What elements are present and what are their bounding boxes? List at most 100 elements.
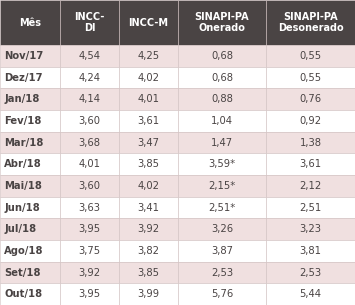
Text: 4,24: 4,24 bbox=[79, 73, 100, 83]
Text: INCC-M: INCC-M bbox=[128, 18, 168, 27]
Text: INCC-
DI: INCC- DI bbox=[75, 12, 105, 33]
Bar bbox=[60, 283, 119, 305]
Bar bbox=[178, 262, 266, 283]
Bar bbox=[119, 218, 178, 240]
Bar bbox=[60, 110, 119, 132]
Text: Dez/17: Dez/17 bbox=[4, 73, 43, 83]
Text: 1,04: 1,04 bbox=[211, 116, 233, 126]
Bar bbox=[266, 283, 355, 305]
Text: 3,63: 3,63 bbox=[79, 203, 100, 213]
Text: 3,75: 3,75 bbox=[78, 246, 101, 256]
Bar bbox=[60, 262, 119, 283]
Bar bbox=[0, 88, 60, 110]
Text: 3,59*: 3,59* bbox=[208, 159, 235, 169]
Bar bbox=[119, 88, 178, 110]
Bar bbox=[119, 240, 178, 262]
Bar bbox=[0, 153, 60, 175]
Text: 0,55: 0,55 bbox=[300, 73, 322, 83]
Text: Out/18: Out/18 bbox=[4, 289, 42, 299]
Text: 3,61: 3,61 bbox=[137, 116, 159, 126]
Text: 2,51: 2,51 bbox=[300, 203, 322, 213]
Bar bbox=[266, 218, 355, 240]
Bar bbox=[0, 240, 60, 262]
Text: 3,85: 3,85 bbox=[137, 159, 159, 169]
Text: 2,53: 2,53 bbox=[211, 267, 233, 278]
Bar bbox=[266, 110, 355, 132]
Bar bbox=[178, 110, 266, 132]
Bar bbox=[178, 175, 266, 197]
Text: Abr/18: Abr/18 bbox=[4, 159, 42, 169]
Bar bbox=[0, 283, 60, 305]
Text: 3,87: 3,87 bbox=[211, 246, 233, 256]
Text: 1,38: 1,38 bbox=[300, 138, 322, 148]
Text: 3,60: 3,60 bbox=[79, 181, 100, 191]
Text: 2,51*: 2,51* bbox=[208, 203, 235, 213]
Bar bbox=[178, 132, 266, 153]
Bar bbox=[178, 67, 266, 88]
Text: SINAPI-PA
Desonerado: SINAPI-PA Desonerado bbox=[278, 12, 343, 33]
Bar bbox=[266, 132, 355, 153]
Text: SINAPI-PA
Onerado: SINAPI-PA Onerado bbox=[195, 12, 249, 33]
Text: 3,41: 3,41 bbox=[137, 203, 159, 213]
Text: 3,68: 3,68 bbox=[79, 138, 100, 148]
Bar bbox=[266, 0, 355, 45]
Bar bbox=[119, 197, 178, 218]
Text: 3,81: 3,81 bbox=[300, 246, 322, 256]
Bar bbox=[0, 132, 60, 153]
Text: 3,23: 3,23 bbox=[300, 224, 322, 234]
Bar bbox=[60, 197, 119, 218]
Text: 0,88: 0,88 bbox=[211, 94, 233, 104]
Bar bbox=[178, 0, 266, 45]
Text: Ago/18: Ago/18 bbox=[4, 246, 44, 256]
Text: Jun/18: Jun/18 bbox=[4, 203, 40, 213]
Text: 4,02: 4,02 bbox=[137, 73, 159, 83]
Text: Mai/18: Mai/18 bbox=[4, 181, 42, 191]
Bar bbox=[60, 132, 119, 153]
Text: 4,25: 4,25 bbox=[137, 51, 159, 61]
Bar bbox=[0, 0, 60, 45]
Text: 3,95: 3,95 bbox=[78, 289, 101, 299]
Bar bbox=[0, 45, 60, 67]
Bar bbox=[60, 175, 119, 197]
Bar bbox=[178, 88, 266, 110]
Bar bbox=[60, 88, 119, 110]
Bar bbox=[119, 67, 178, 88]
Bar bbox=[0, 197, 60, 218]
Text: 3,47: 3,47 bbox=[137, 138, 159, 148]
Text: 2,53: 2,53 bbox=[300, 267, 322, 278]
Text: 3,26: 3,26 bbox=[211, 224, 233, 234]
Bar bbox=[60, 218, 119, 240]
Text: 4,02: 4,02 bbox=[137, 181, 159, 191]
Bar bbox=[60, 153, 119, 175]
Text: Set/18: Set/18 bbox=[4, 267, 41, 278]
Text: 3,60: 3,60 bbox=[79, 116, 100, 126]
Text: 3,85: 3,85 bbox=[137, 267, 159, 278]
Bar bbox=[266, 153, 355, 175]
Bar bbox=[0, 218, 60, 240]
Bar bbox=[266, 88, 355, 110]
Text: Nov/17: Nov/17 bbox=[4, 51, 44, 61]
Text: Mês: Mês bbox=[19, 18, 41, 27]
Bar bbox=[266, 240, 355, 262]
Bar bbox=[266, 197, 355, 218]
Text: 1,47: 1,47 bbox=[211, 138, 233, 148]
Text: 3,82: 3,82 bbox=[137, 246, 159, 256]
Bar bbox=[119, 153, 178, 175]
Bar bbox=[60, 45, 119, 67]
Text: Mar/18: Mar/18 bbox=[4, 138, 44, 148]
Bar bbox=[60, 240, 119, 262]
Text: 3,99: 3,99 bbox=[137, 289, 159, 299]
Text: 3,61: 3,61 bbox=[300, 159, 322, 169]
Text: 0,76: 0,76 bbox=[300, 94, 322, 104]
Bar bbox=[0, 67, 60, 88]
Bar bbox=[0, 110, 60, 132]
Text: Fev/18: Fev/18 bbox=[4, 116, 42, 126]
Text: 5,76: 5,76 bbox=[211, 289, 233, 299]
Bar bbox=[119, 175, 178, 197]
Text: 0,55: 0,55 bbox=[300, 51, 322, 61]
Bar bbox=[266, 262, 355, 283]
Bar bbox=[178, 283, 266, 305]
Text: 4,01: 4,01 bbox=[137, 94, 159, 104]
Bar bbox=[178, 45, 266, 67]
Text: 4,14: 4,14 bbox=[79, 94, 100, 104]
